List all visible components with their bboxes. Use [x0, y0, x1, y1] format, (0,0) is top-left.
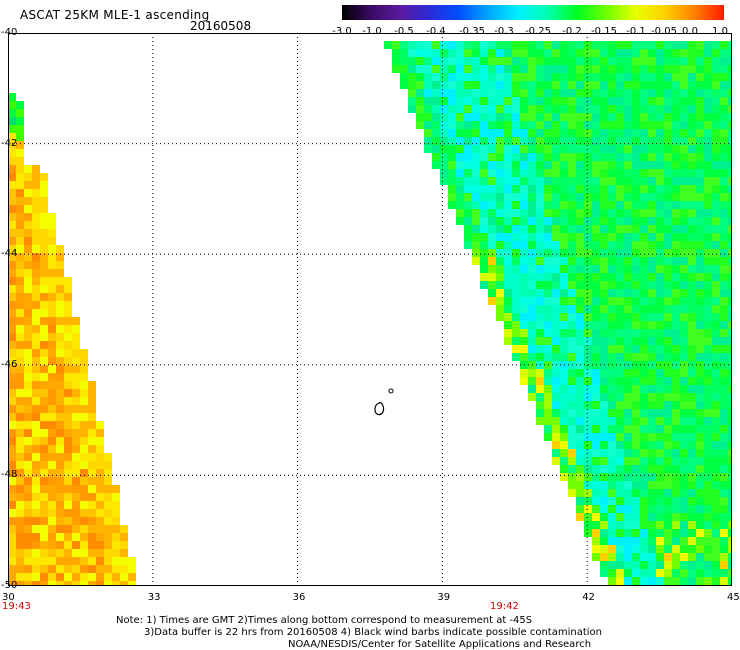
colorbar-tick-label: -0.15	[591, 26, 617, 37]
latitude-tick-label: -44	[1, 248, 18, 260]
colorbar-tick-label: -0.35	[459, 26, 485, 37]
latitude-tick-label: -42	[1, 137, 18, 149]
latitude-tick-label: -40	[1, 27, 18, 38]
colorbar-tick-label: 0.0	[682, 26, 698, 37]
map-border	[8, 33, 732, 586]
latitude-tick-label: -50	[1, 580, 18, 591]
colorbar-tick-label: -0.4	[426, 26, 446, 37]
east-swath	[384, 41, 732, 586]
latitude-tick-label: -48	[1, 469, 18, 481]
colorbar-tick-label: -0.25	[525, 26, 551, 37]
map-title: ASCAT 25KM MLE-1 ascending	[20, 8, 210, 22]
colorbar-tick-label: -0.05	[651, 26, 677, 37]
latitude-tick-label: -46	[1, 358, 18, 370]
map-date: 20160508	[190, 19, 252, 33]
colorbar-tick-label: -1.0	[362, 26, 382, 37]
lat-lon-grid	[8, 33, 732, 586]
colorbar-tick-label: -0.3	[494, 26, 514, 37]
colorbar-tick-label: 1.0	[712, 26, 728, 37]
longitude-tick-label: 30	[2, 592, 15, 603]
colorbar-tick-label: -0.5	[394, 26, 414, 37]
time-label: 19:43	[2, 601, 31, 612]
longitude-tick-label: 39	[437, 592, 451, 603]
note-line-1: Note: 1) Times are GMT 2)Times along bot…	[116, 615, 533, 626]
longitude-tick-label: 42	[582, 592, 595, 603]
note-line-2: 3)Data buffer is 22 hrs from 20160508 4)…	[144, 627, 602, 638]
longitude-tick-label: 45	[727, 592, 740, 603]
colorbar-tick-label: -0.1	[626, 26, 646, 37]
colorbar	[342, 5, 724, 20]
time-label: 19:42	[490, 601, 519, 612]
map-plot	[8, 33, 732, 586]
west-swath	[8, 93, 136, 586]
note-line-3: NOAA/NESDIS/Center for Satellite Applica…	[288, 639, 592, 650]
colorbar-tick-label: -0.2	[562, 26, 582, 37]
colorbar-tick-label: -3.0	[332, 26, 352, 37]
longitude-tick-label: 33	[147, 592, 161, 603]
longitude-tick-label: 36	[292, 592, 306, 603]
island-outline	[374, 388, 394, 416]
